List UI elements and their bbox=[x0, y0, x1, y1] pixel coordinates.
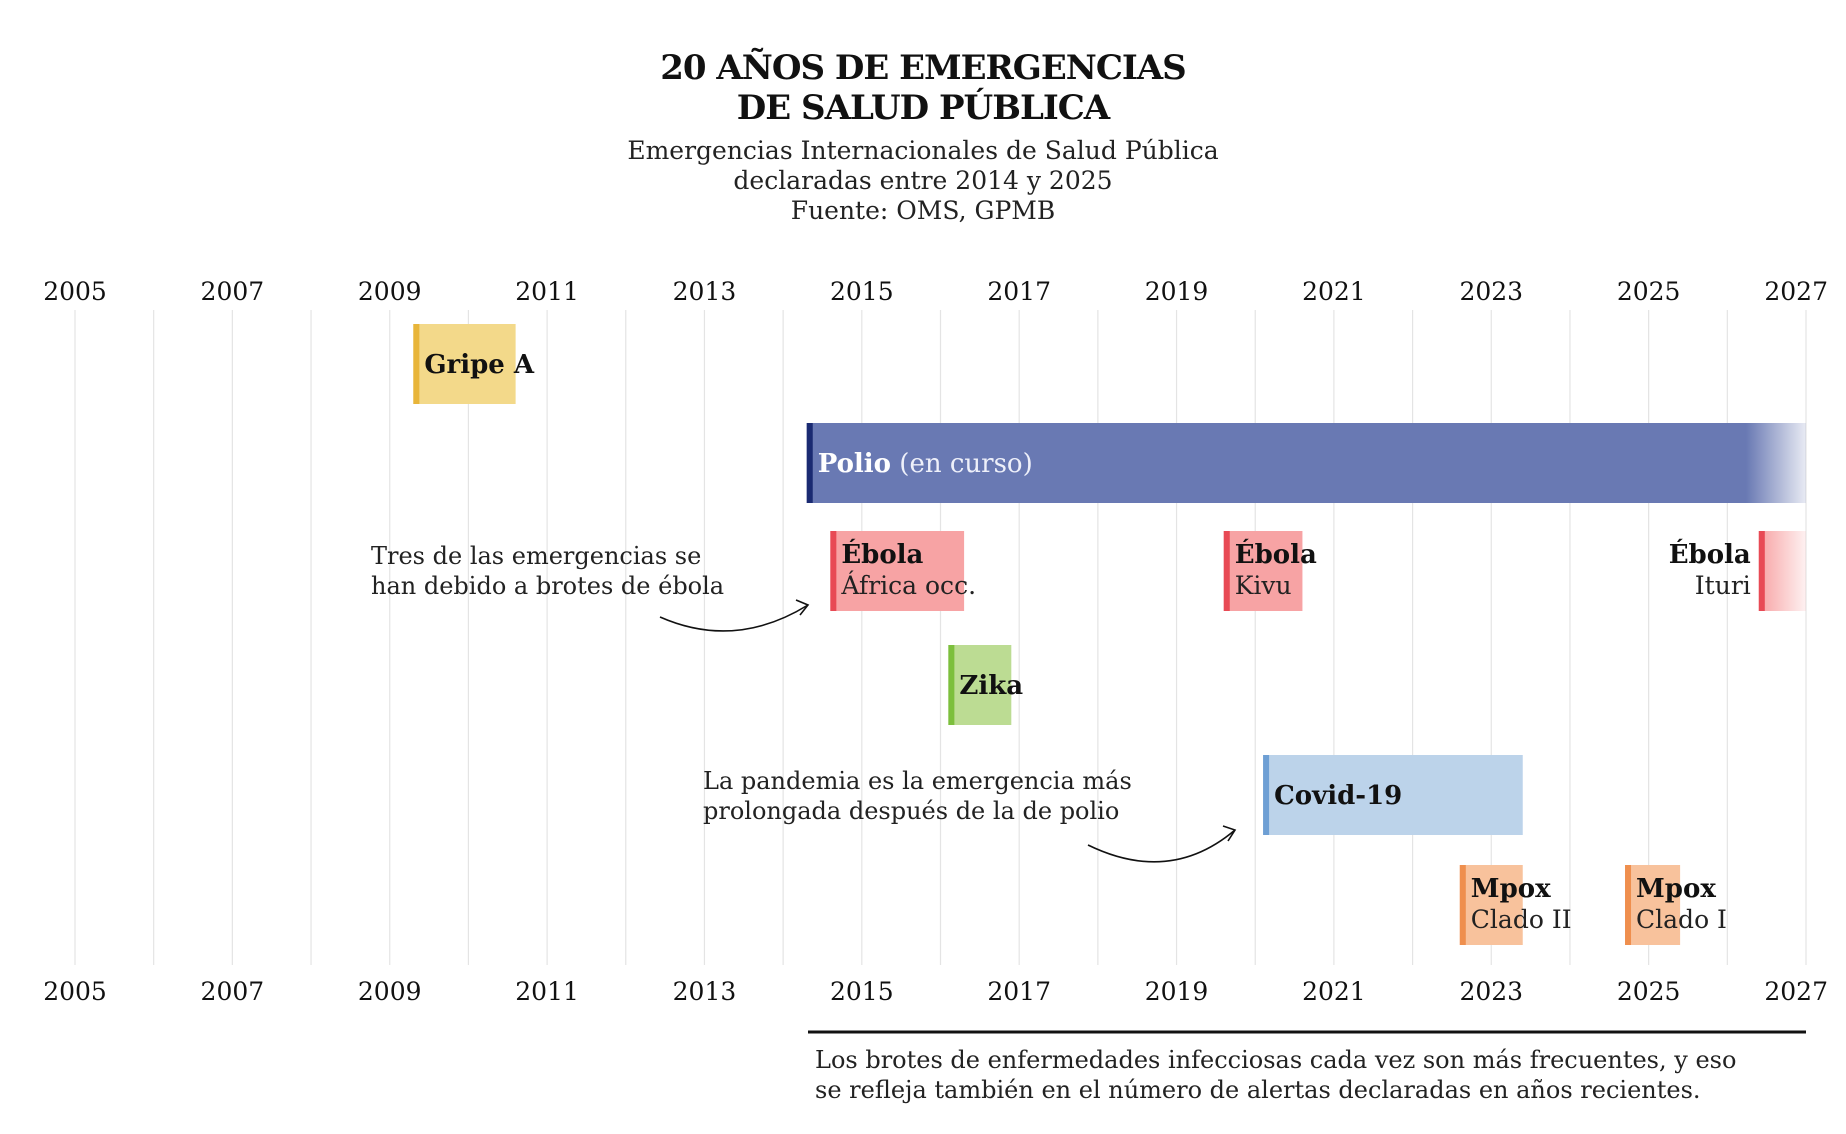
chart-source: Fuente: OMS, GPMB bbox=[790, 196, 1056, 225]
chart-subtitle-line-1: Emergencias Internacionales de Salud Púb… bbox=[627, 136, 1219, 165]
tick-label-2025: 2025 bbox=[1617, 277, 1681, 306]
tick-label-2027: 2027 bbox=[1764, 977, 1828, 1006]
bar-label--bola-3: Ébola bbox=[1235, 538, 1317, 570]
annotation-covid-line-2: prolongada después de la de polio bbox=[703, 797, 1119, 825]
tick-label-2017: 2017 bbox=[987, 977, 1051, 1006]
tick-label-2013: 2013 bbox=[673, 977, 737, 1006]
chart-title-line-2: DE SALUD PÚBLICA bbox=[736, 88, 1110, 128]
bar-label-covid-19-6: Covid-19 bbox=[1274, 781, 1402, 811]
tick-label-2007: 2007 bbox=[201, 977, 265, 1006]
tick-label-2005: 2005 bbox=[43, 977, 107, 1006]
top-axis: 2005 2007 2009 2011 2013 2015 2017 2019 2021 2023… bbox=[43, 277, 1828, 306]
annotation-covid-arrowhead bbox=[1222, 825, 1237, 842]
bar-label-mpox-7: Mpox bbox=[1471, 874, 1551, 904]
bar-edge-polio-1 bbox=[806, 423, 813, 503]
annotation-ebola-line-2: han debido a brotes de ébola bbox=[371, 572, 724, 600]
chart-subtitle-line-2: declaradas entre 2014 y 2025 bbox=[733, 166, 1113, 195]
bar-label-gripe-a-0: Gripe A bbox=[424, 350, 535, 380]
tick-label-2021: 2021 bbox=[1302, 277, 1366, 306]
bar-sublabel--bola-3: Kivu bbox=[1235, 571, 1292, 600]
tick-label-2011: 2011 bbox=[515, 277, 579, 306]
event-polio-1: Polio (en curso) bbox=[806, 423, 1806, 503]
grid-layer bbox=[74, 310, 1807, 965]
annotation-ebola-line-1: Tres de las emergencias se bbox=[371, 542, 701, 570]
bar-edge-zika-5 bbox=[948, 645, 955, 725]
bar--bola-3 bbox=[1223, 531, 1303, 611]
event-gripe-a-0: Gripe A bbox=[413, 324, 535, 404]
bar-sublabel-mpox-8: Clado I bbox=[1636, 905, 1727, 934]
chart-header: 20 AÑOS DE EMERGENCIAS DE SALUD PÚBLICA … bbox=[0, 48, 1846, 226]
annotation-covid-line-1: La pandemia es la emergencia más bbox=[703, 767, 1132, 795]
tick-label-2017: 2017 bbox=[987, 277, 1051, 306]
tick-label-2021: 2021 bbox=[1302, 977, 1366, 1006]
bar--bola-4 bbox=[1758, 531, 1806, 611]
tick-label-2005: 2005 bbox=[43, 277, 107, 306]
bar-polio-1 bbox=[806, 423, 1806, 503]
bar--bola-2 bbox=[830, 531, 965, 611]
tick-label-2019: 2019 bbox=[1145, 277, 1209, 306]
bottom-axis: 2005 2007 2009 2011 2013 2015 2017 2019 2021 2023… bbox=[43, 977, 1828, 1006]
event-covid-19-6: Covid-19 bbox=[1263, 755, 1523, 835]
bar-edge--bola-3 bbox=[1223, 531, 1230, 611]
bar-label-polio-1: Polio (en curso) bbox=[818, 449, 1033, 479]
annotation-ebola-arrow bbox=[659, 604, 809, 632]
chart-subtitle: Emergencias Internacionales de Salud Púb… bbox=[0, 136, 1846, 226]
footer-line-2: se refleja también en el número de alert… bbox=[815, 1076, 1701, 1104]
bar-edge-covid-19-6 bbox=[1263, 755, 1270, 835]
bar-mpox-7 bbox=[1459, 865, 1523, 945]
bar-edge-mpox-7 bbox=[1459, 865, 1466, 945]
bar-edge--bola-4 bbox=[1758, 531, 1765, 611]
tick-label-2013: 2013 bbox=[673, 277, 737, 306]
tick-label-2009: 2009 bbox=[358, 277, 422, 306]
bar-label--bola-4: Ébola bbox=[1669, 538, 1751, 570]
bar-sublabel--bola-4: Ituri bbox=[1695, 571, 1751, 600]
tick-label-2019: 2019 bbox=[1145, 977, 1209, 1006]
chart-title: 20 AÑOS DE EMERGENCIAS DE SALUD PÚBLICA bbox=[0, 48, 1846, 128]
bar-edge-mpox-8 bbox=[1625, 865, 1632, 945]
bar-zika-5 bbox=[948, 645, 1012, 725]
bar-mpox-8 bbox=[1625, 865, 1681, 945]
annotation-ebola-arrowhead bbox=[795, 599, 810, 616]
annotation-covid-arrow bbox=[1087, 829, 1236, 863]
bar-sublabel-mpox-7: Clado II bbox=[1471, 905, 1572, 934]
bar-label-mpox-8: Mpox bbox=[1636, 874, 1716, 904]
annotations-layer: Tres de las emergencias se han debido a … bbox=[371, 542, 1237, 863]
chart-title-line-1: 20 AÑOS DE EMERGENCIAS bbox=[660, 48, 1187, 88]
bar-covid-19-6 bbox=[1263, 755, 1523, 835]
tick-label-2007: 2007 bbox=[201, 277, 265, 306]
bar-sublabel--bola-2: África occ. bbox=[840, 571, 976, 600]
tick-label-2027: 2027 bbox=[1764, 277, 1828, 306]
bar-label-zika-5: Zika bbox=[959, 671, 1023, 701]
tick-label-2015: 2015 bbox=[830, 277, 894, 306]
bar-gripe-a-0 bbox=[413, 324, 516, 404]
tick-label-2009: 2009 bbox=[358, 977, 422, 1006]
footer-note: Los brotes de enfermedades infecciosas c… bbox=[815, 1045, 1815, 1105]
bar-edge--bola-2 bbox=[830, 531, 837, 611]
tick-label-2023: 2023 bbox=[1459, 977, 1523, 1006]
bar-label--bola-2: Ébola bbox=[841, 538, 923, 570]
tick-label-2023: 2023 bbox=[1459, 277, 1523, 306]
footer-line-1: Los brotes de enfermedades infecciosas c… bbox=[815, 1046, 1737, 1074]
tick-label-2015: 2015 bbox=[830, 977, 894, 1006]
tick-label-2011: 2011 bbox=[515, 977, 579, 1006]
tick-label-2025: 2025 bbox=[1617, 977, 1681, 1006]
event-zika-5: Zika bbox=[948, 645, 1023, 725]
bar-edge-gripe-a-0 bbox=[413, 324, 420, 404]
